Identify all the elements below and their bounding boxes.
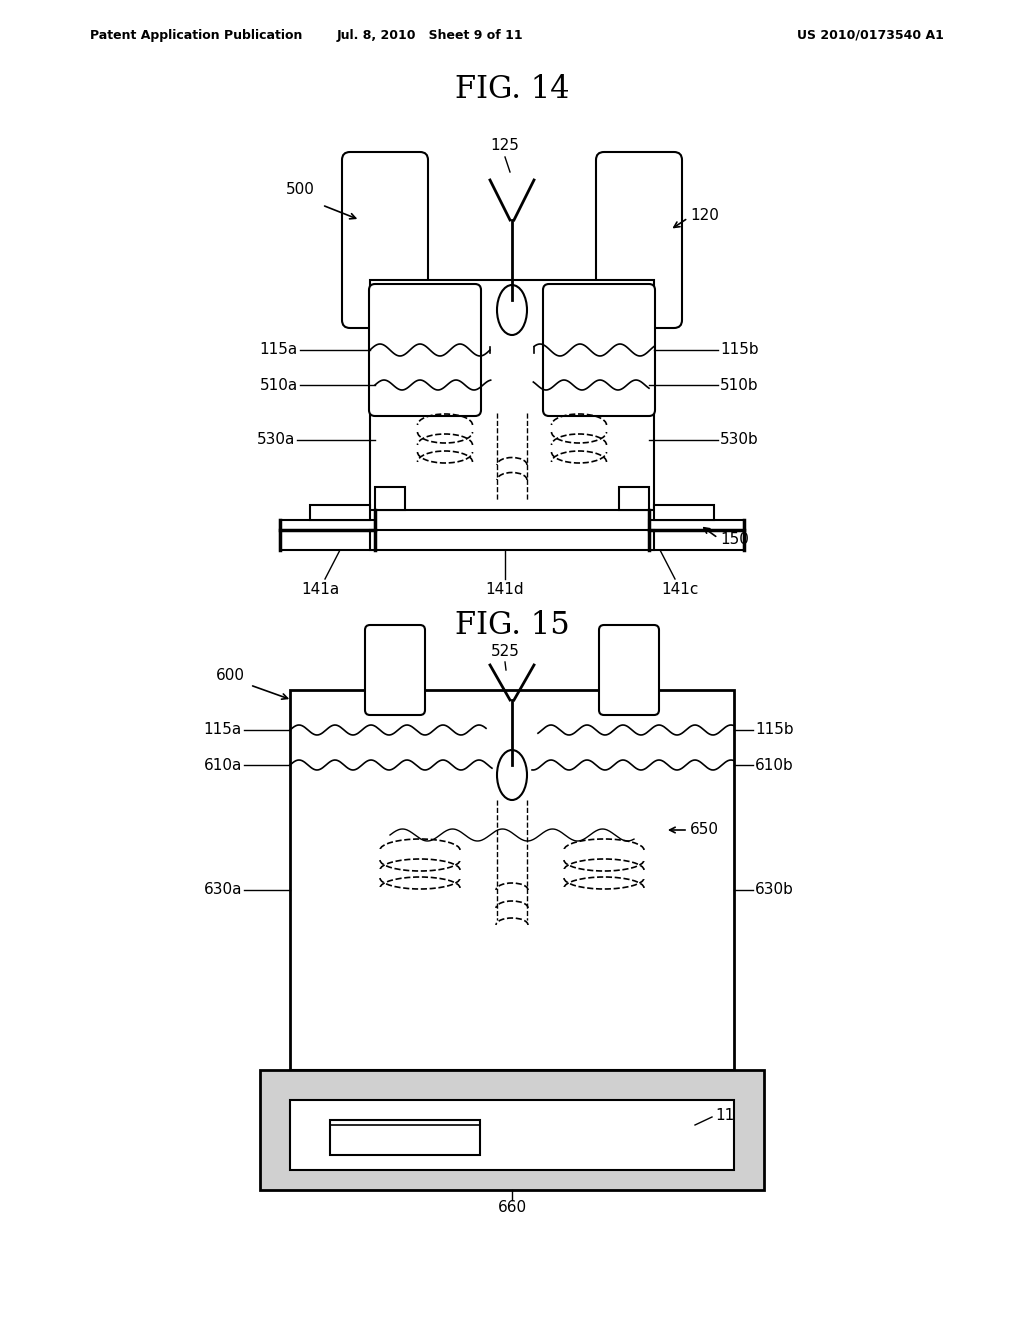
Ellipse shape — [497, 285, 527, 335]
Text: US 2010/0173540 A1: US 2010/0173540 A1 — [797, 29, 943, 41]
Text: 610a: 610a — [204, 758, 242, 772]
Bar — [375, 487, 406, 510]
FancyBboxPatch shape — [543, 284, 655, 416]
FancyBboxPatch shape — [596, 152, 682, 327]
Text: FIG. 14: FIG. 14 — [455, 74, 569, 106]
Text: 120: 120 — [690, 207, 719, 223]
Text: Jul. 8, 2010   Sheet 9 of 11: Jul. 8, 2010 Sheet 9 of 11 — [337, 29, 523, 41]
Bar — [290, 690, 734, 1071]
Bar — [290, 1100, 734, 1170]
Text: Patent Application Publication: Patent Application Publication — [90, 29, 302, 41]
Text: 11: 11 — [715, 1107, 734, 1122]
Text: 660: 660 — [498, 1200, 526, 1216]
Text: 141c: 141c — [662, 582, 698, 598]
Text: 125: 125 — [490, 137, 519, 153]
Text: 510a: 510a — [260, 378, 298, 392]
Text: 115b: 115b — [755, 722, 794, 738]
Text: 630a: 630a — [204, 883, 242, 898]
Bar — [370, 531, 654, 550]
FancyBboxPatch shape — [365, 624, 425, 715]
Text: 600: 600 — [215, 668, 245, 682]
Text: 610b: 610b — [755, 758, 794, 772]
FancyBboxPatch shape — [599, 624, 659, 715]
Text: FIG. 15: FIG. 15 — [455, 610, 569, 640]
FancyBboxPatch shape — [369, 284, 481, 416]
Bar — [330, 1119, 480, 1155]
Ellipse shape — [497, 750, 527, 800]
Bar — [260, 1071, 764, 1191]
Bar — [280, 520, 375, 550]
Bar — [618, 487, 649, 510]
Bar — [310, 506, 370, 520]
Text: 525: 525 — [490, 644, 519, 660]
Text: 150: 150 — [720, 532, 749, 548]
Text: 115b: 115b — [720, 342, 759, 358]
Text: 630b: 630b — [755, 883, 794, 898]
Bar — [370, 280, 654, 510]
Bar — [654, 506, 714, 520]
Text: 650: 650 — [690, 822, 719, 837]
Bar — [649, 520, 744, 550]
Text: 500: 500 — [286, 182, 314, 198]
Text: 141a: 141a — [301, 582, 339, 598]
FancyBboxPatch shape — [342, 152, 428, 327]
Text: 530a: 530a — [257, 433, 295, 447]
Text: 530b: 530b — [720, 433, 759, 447]
Text: 115a: 115a — [260, 342, 298, 358]
Text: 141d: 141d — [485, 582, 524, 598]
Text: 115a: 115a — [204, 722, 242, 738]
Text: 510b: 510b — [720, 378, 759, 392]
